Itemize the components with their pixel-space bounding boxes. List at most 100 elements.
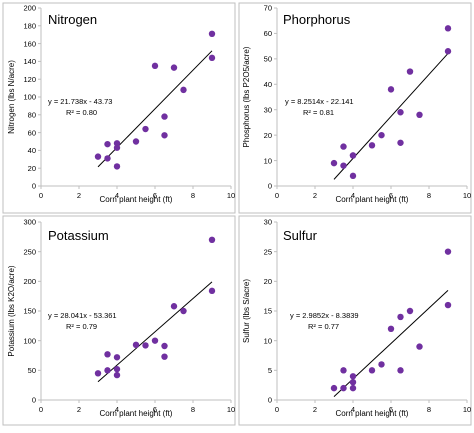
data-point (208, 30, 216, 38)
chart-title: Sulfur (283, 228, 318, 243)
data-point (397, 313, 404, 321)
data-point (349, 172, 357, 180)
y-tick-label: 100 (23, 93, 36, 102)
data-point (104, 140, 111, 148)
data-point (132, 341, 140, 349)
data-point (113, 144, 121, 151)
data-point (397, 139, 404, 146)
x-tick-label: 10 (463, 191, 471, 200)
data-point (368, 142, 376, 149)
r-squared-label: R² = 0.81 (303, 108, 334, 117)
data-point (406, 307, 414, 315)
data-point (368, 367, 376, 374)
data-point (104, 155, 111, 162)
data-point (416, 111, 423, 119)
x-tick-label: 0 (275, 191, 279, 200)
data-point (113, 371, 121, 379)
y-tick-label: 50 (28, 366, 36, 375)
data-point (330, 159, 338, 167)
x-tick-label: 2 (313, 405, 317, 414)
x-tick-label: 6 (153, 405, 157, 414)
y-tick-label: 20 (264, 277, 272, 286)
data-point (180, 86, 187, 94)
data-point (170, 64, 178, 71)
y-tick-label: 50 (264, 55, 272, 64)
x-tick-label: 4 (351, 405, 355, 414)
y-axis-label: Nitrogen (lbs N/acre) (7, 60, 16, 134)
y-tick-label: 180 (23, 22, 36, 31)
x-tick-label: 8 (427, 191, 431, 200)
y-tick-label: 60 (28, 128, 36, 137)
chart-title: Nitrogen (48, 12, 97, 27)
x-tick-label: 10 (227, 191, 235, 200)
data-point (94, 153, 102, 160)
data-point (330, 384, 338, 392)
panel-border (238, 215, 472, 426)
panel-nitrogen: 0 2 4 6 8 10020406080100120140160180200Nitrog… (2, 2, 236, 214)
panel-border (2, 215, 236, 426)
y-tick-label: 0 (32, 182, 36, 191)
y-axis-label: Sulfur (lbs S/acre) (242, 279, 251, 343)
data-point (444, 48, 452, 55)
y-tick-label: 15 (264, 307, 272, 316)
data-point (104, 351, 111, 358)
data-point (349, 152, 357, 159)
x-tick-label: 8 (427, 405, 431, 414)
y-tick-label: 0 (32, 396, 36, 405)
trendline (97, 281, 213, 383)
data-point (340, 162, 347, 169)
y-tick-label: 40 (28, 146, 36, 155)
y-tick-label: 300 (23, 218, 36, 227)
x-tick-label: 4 (115, 191, 119, 200)
chart-title: Potassium (48, 228, 109, 243)
x-axis-label: Corn plant height (ft) (100, 409, 173, 418)
data-point (208, 236, 216, 243)
data-point (208, 287, 216, 295)
data-point (151, 62, 159, 70)
y-tick-label: 160 (23, 39, 36, 48)
x-tick-label: 4 (115, 405, 119, 414)
panel-sulfur: 0 2 4 6 8 10 0 5 10 15 20 25 30 Sulfur y = 2.9852x - 8… (238, 215, 472, 426)
y-tick-label: 80 (28, 111, 36, 120)
data-point (444, 25, 452, 32)
data-point (444, 248, 452, 255)
data-point (161, 132, 168, 139)
x-tick-label: 8 (191, 191, 195, 200)
y-tick-label: 20 (28, 164, 36, 173)
y-tick-label: 20 (264, 131, 272, 140)
data-point (170, 303, 178, 310)
y-tick-label: 200 (23, 4, 36, 13)
data-point (406, 68, 414, 75)
data-point (161, 353, 168, 360)
x-axis-label: Corn plant height (ft) (100, 195, 173, 204)
trendline-equation: y = 28.041x - 53.361 (48, 311, 117, 320)
data-point (397, 109, 404, 116)
data-point (387, 86, 395, 93)
r-squared-label: R² = 0.77 (308, 322, 339, 331)
x-tick-label: 6 (153, 191, 157, 200)
x-axis-label: Corn plant height (ft) (336, 409, 409, 418)
data-point (161, 113, 168, 120)
x-tick-label: 2 (313, 191, 317, 200)
y-tick-label: 30 (264, 218, 272, 227)
x-axis-label: Corn plant height (ft) (336, 195, 409, 204)
data-point (387, 325, 395, 332)
y-tick-label: 10 (264, 336, 272, 345)
chart-title: Phorphorus (283, 12, 351, 27)
data-point (378, 131, 385, 139)
x-tick-label: 10 (227, 405, 235, 414)
data-point (340, 143, 347, 150)
y-tick-label: 150 (23, 307, 36, 316)
trendline-equation: y = 8.2514x - 22.141 (285, 97, 354, 106)
data-point (113, 354, 121, 361)
r-squared-label: R² = 0.80 (66, 108, 97, 117)
y-axis-label: Potassium (lbs K2O/acre) (7, 265, 16, 356)
x-tick-label: 10 (463, 405, 471, 414)
y-tick-label: 120 (23, 75, 36, 84)
y-tick-label: 70 (264, 4, 272, 13)
y-tick-label: 200 (23, 277, 36, 286)
data-point (444, 301, 452, 309)
data-point (349, 384, 357, 392)
